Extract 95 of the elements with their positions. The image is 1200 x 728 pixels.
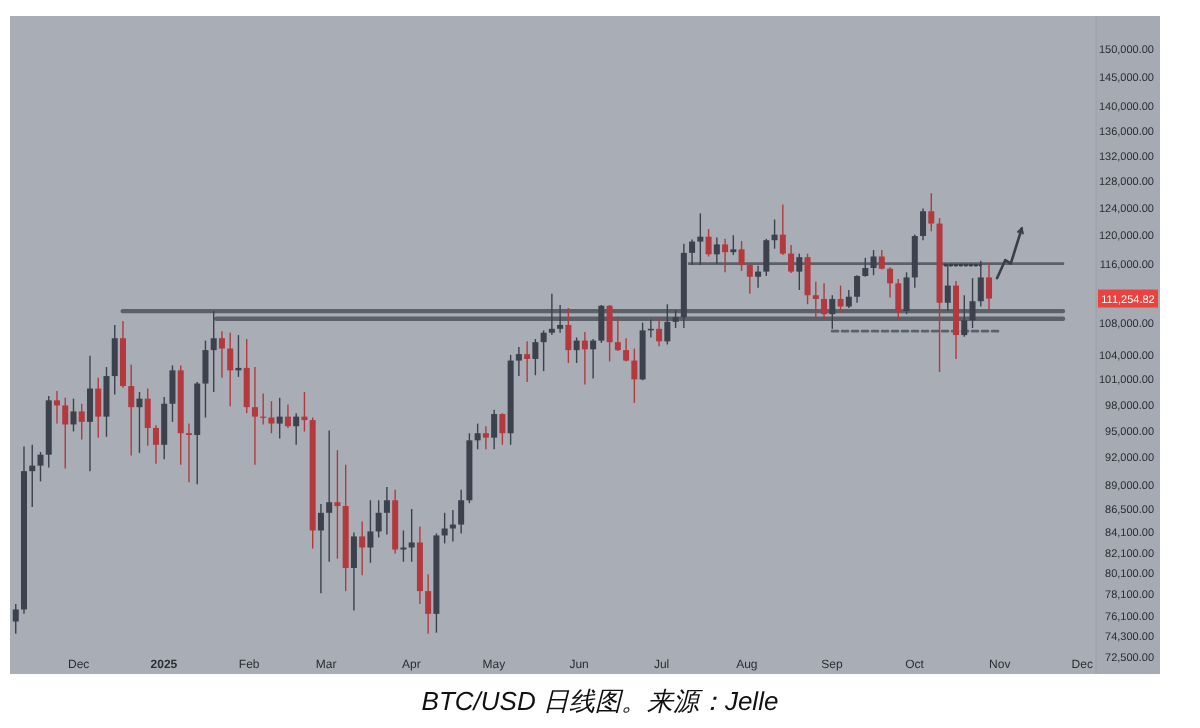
candlestick [227,332,234,408]
candlestick [515,346,522,377]
candlestick [969,277,976,329]
candlestick [738,240,745,272]
candlestick [491,409,498,450]
candlestick [713,236,720,265]
candlestick [532,338,539,376]
candlestick [598,304,605,344]
candlestick [796,252,803,291]
candlestick [317,503,324,594]
candlestick [590,338,597,380]
candlestick [631,347,638,404]
candlestick [920,207,927,241]
candlestick [136,391,143,454]
candlestick [895,278,902,320]
candlestick [548,293,555,336]
candlestick [705,228,712,258]
candlestick [276,397,283,440]
candlestick [128,363,135,457]
candlestick [86,355,93,472]
candlestick [169,364,176,423]
candlestick [383,486,390,536]
line-series [995,227,1024,280]
candlestick [29,444,36,508]
candlestick [284,403,291,429]
candlestick [557,304,564,334]
candlestick [243,338,250,414]
candlestick [804,252,811,305]
candlestick [62,397,69,470]
candlestick [119,320,126,389]
candlestick [845,289,852,309]
candlestick [218,330,225,379]
candlestick [581,331,588,386]
candlestick [375,499,382,539]
candlestick [746,262,753,295]
candlestick [359,520,366,576]
candlestick [664,303,671,346]
candlestick [540,329,547,372]
candlestick [350,531,357,612]
candlestick [986,262,993,311]
candlestick [111,324,118,396]
candlestick [862,257,869,278]
candlestick [524,340,531,383]
candlestick [606,304,613,363]
candlestick [441,512,448,545]
candlestick [53,390,60,425]
candlestick [367,499,374,564]
candlestick [161,396,168,460]
candlestick [268,400,275,434]
candlestick [565,307,572,364]
candlestick [78,403,85,441]
candlestick [730,234,737,256]
candlestick [408,508,415,563]
text: BTC/USD 日线图。来源：Jelle [421,686,779,716]
candlestick [326,429,333,563]
candlestick [499,412,506,446]
candlestick [755,265,762,289]
candlestick [887,266,894,299]
candlestick [837,284,844,314]
candlestick [293,412,300,446]
candlestick [689,238,696,266]
candlestick [870,249,877,276]
candlestick [103,366,110,438]
candlestick [251,366,258,466]
candlestick [474,422,481,450]
candlestick [779,203,786,256]
candlestick [185,422,192,484]
candlestick [722,238,729,274]
candlestick [144,387,151,447]
candlestick [656,316,663,347]
candlestick [821,282,828,321]
candlestick [928,192,935,232]
candlestick [911,233,918,289]
candlestick [210,310,217,393]
candlestick [152,424,159,465]
candlestick [400,529,407,563]
candlestick [812,281,819,319]
candlestick [573,336,580,364]
candlestick [37,451,44,483]
candlestick [829,294,836,330]
candlestick [458,489,465,535]
candlestick [697,212,704,266]
candlestick [788,244,795,274]
candlestick [70,397,77,433]
candlestick [482,425,489,450]
candlestick [202,339,209,419]
candlestick [12,603,19,635]
candlestick [334,449,341,560]
candlestick [614,315,621,352]
candlestick [763,238,770,277]
candlestick [425,573,432,635]
candlestick [854,274,861,304]
candlestick [961,294,968,338]
candlestick [903,271,910,315]
candlestick [95,377,102,439]
